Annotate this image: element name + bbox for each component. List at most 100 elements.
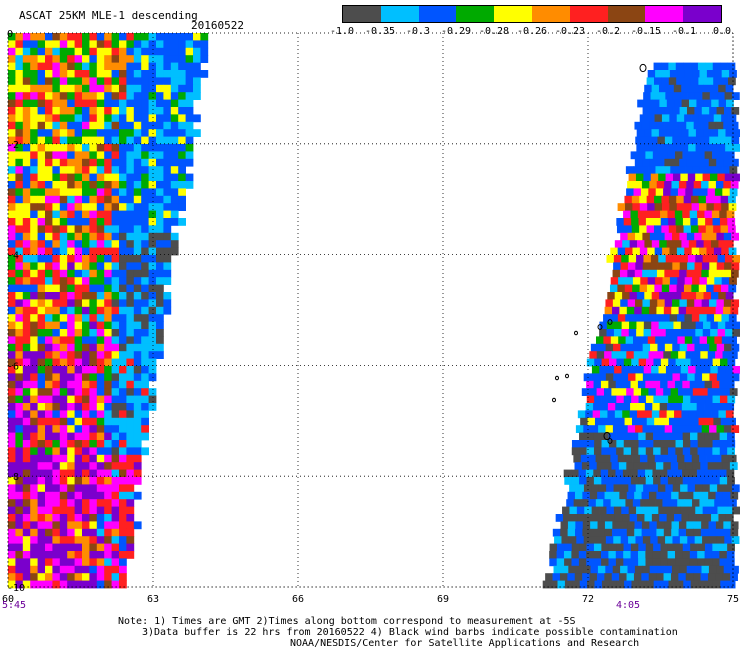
swath-cell xyxy=(719,210,728,219)
swath-cell xyxy=(30,484,38,493)
swath-cell xyxy=(628,536,636,544)
swath-cell xyxy=(89,388,98,396)
swath-cell xyxy=(15,247,24,256)
swath-cell xyxy=(668,580,677,589)
swath-cell xyxy=(716,299,725,308)
swath-cell xyxy=(575,565,584,574)
swath-cell xyxy=(133,158,142,167)
swath-cell xyxy=(22,403,31,411)
swath-cell xyxy=(566,499,575,507)
swath-cell xyxy=(52,521,61,530)
swath-cell xyxy=(170,40,179,49)
swath-cell xyxy=(655,462,664,470)
swath-cell xyxy=(67,284,75,293)
swath-cell xyxy=(697,395,706,404)
swath-cell xyxy=(613,262,621,271)
swath-cell xyxy=(52,484,61,493)
swath-cell xyxy=(650,373,659,382)
swath-cell xyxy=(663,462,672,470)
swath-cell xyxy=(111,506,120,515)
swath-cell xyxy=(15,543,24,552)
swath-cell xyxy=(571,558,580,567)
swath-cell xyxy=(30,99,38,108)
swath-cell xyxy=(126,62,135,71)
swath-cell xyxy=(654,417,662,426)
swath-cell xyxy=(104,343,112,352)
swath-cell xyxy=(111,447,120,456)
swath-cell xyxy=(667,558,676,567)
swath-cell xyxy=(22,565,31,574)
swath-cell xyxy=(126,440,135,448)
swath-cell xyxy=(22,55,31,63)
swath-cell xyxy=(141,77,149,86)
swath-cell xyxy=(727,543,735,552)
swath-cell xyxy=(550,580,558,589)
swath-cell xyxy=(583,484,592,493)
swath-cell xyxy=(607,292,616,300)
swath-cell xyxy=(616,477,624,485)
swath-cell xyxy=(37,351,46,359)
swath-cell xyxy=(52,136,61,145)
swath-cell xyxy=(624,203,633,211)
swath-cell xyxy=(728,284,737,293)
swath-cell xyxy=(59,358,68,367)
swath-cell xyxy=(690,543,698,552)
swath-cell xyxy=(96,151,105,160)
swath-cell xyxy=(660,218,669,226)
swath-cell xyxy=(96,136,105,145)
swath-cell xyxy=(67,336,75,345)
swath-cell xyxy=(649,232,658,241)
swath-cell xyxy=(656,181,665,189)
swath-cell xyxy=(702,173,711,182)
swath-cell xyxy=(133,373,142,382)
swath-cell xyxy=(8,77,16,86)
swath-cell xyxy=(126,181,135,189)
swath-cell xyxy=(723,425,732,433)
swath-cell xyxy=(45,351,53,359)
swath-cell xyxy=(74,388,83,396)
swath-cell xyxy=(111,77,120,86)
swath-cell xyxy=(30,528,38,537)
swath-cell xyxy=(22,306,31,315)
swath-cell xyxy=(719,469,727,478)
swath-cell xyxy=(672,343,681,352)
swath-cell xyxy=(608,469,616,478)
swath-cell xyxy=(59,543,68,552)
swath-cell xyxy=(567,521,576,530)
swath-cell xyxy=(731,107,740,115)
swath-cell xyxy=(82,114,90,123)
swath-cell xyxy=(683,225,692,234)
swath-cell xyxy=(74,514,83,522)
swath-cell xyxy=(699,166,708,174)
swath-cell xyxy=(59,277,68,285)
swath-cell xyxy=(22,195,31,204)
swath-cell xyxy=(59,410,68,419)
swath-cell xyxy=(96,314,105,322)
swath-cell xyxy=(677,388,686,396)
swath-cell xyxy=(104,536,112,544)
swath-cell xyxy=(702,506,711,515)
swath-cell xyxy=(126,410,135,419)
swath-cell xyxy=(163,210,172,219)
swath-cell xyxy=(651,321,660,330)
swath-cell xyxy=(89,351,98,359)
swath-cell xyxy=(570,514,579,522)
swath-cell xyxy=(728,203,737,211)
swath-cell xyxy=(52,425,61,433)
swath-cell xyxy=(52,77,61,86)
swath-cell xyxy=(649,528,657,537)
swath-cell xyxy=(37,55,46,63)
swath-cell xyxy=(89,314,98,322)
swath-cell xyxy=(638,477,647,485)
swath-cell xyxy=(679,343,688,352)
swath-cell xyxy=(104,166,112,174)
swath-cell xyxy=(148,166,157,174)
swath-cell xyxy=(178,203,186,211)
swath-cell xyxy=(133,417,142,426)
swath-cell xyxy=(708,565,717,574)
swath-cell xyxy=(119,173,127,182)
swath-cell xyxy=(610,499,619,507)
swath-cell xyxy=(695,144,704,152)
swath-cell xyxy=(603,499,612,507)
swath-cell xyxy=(700,462,709,470)
